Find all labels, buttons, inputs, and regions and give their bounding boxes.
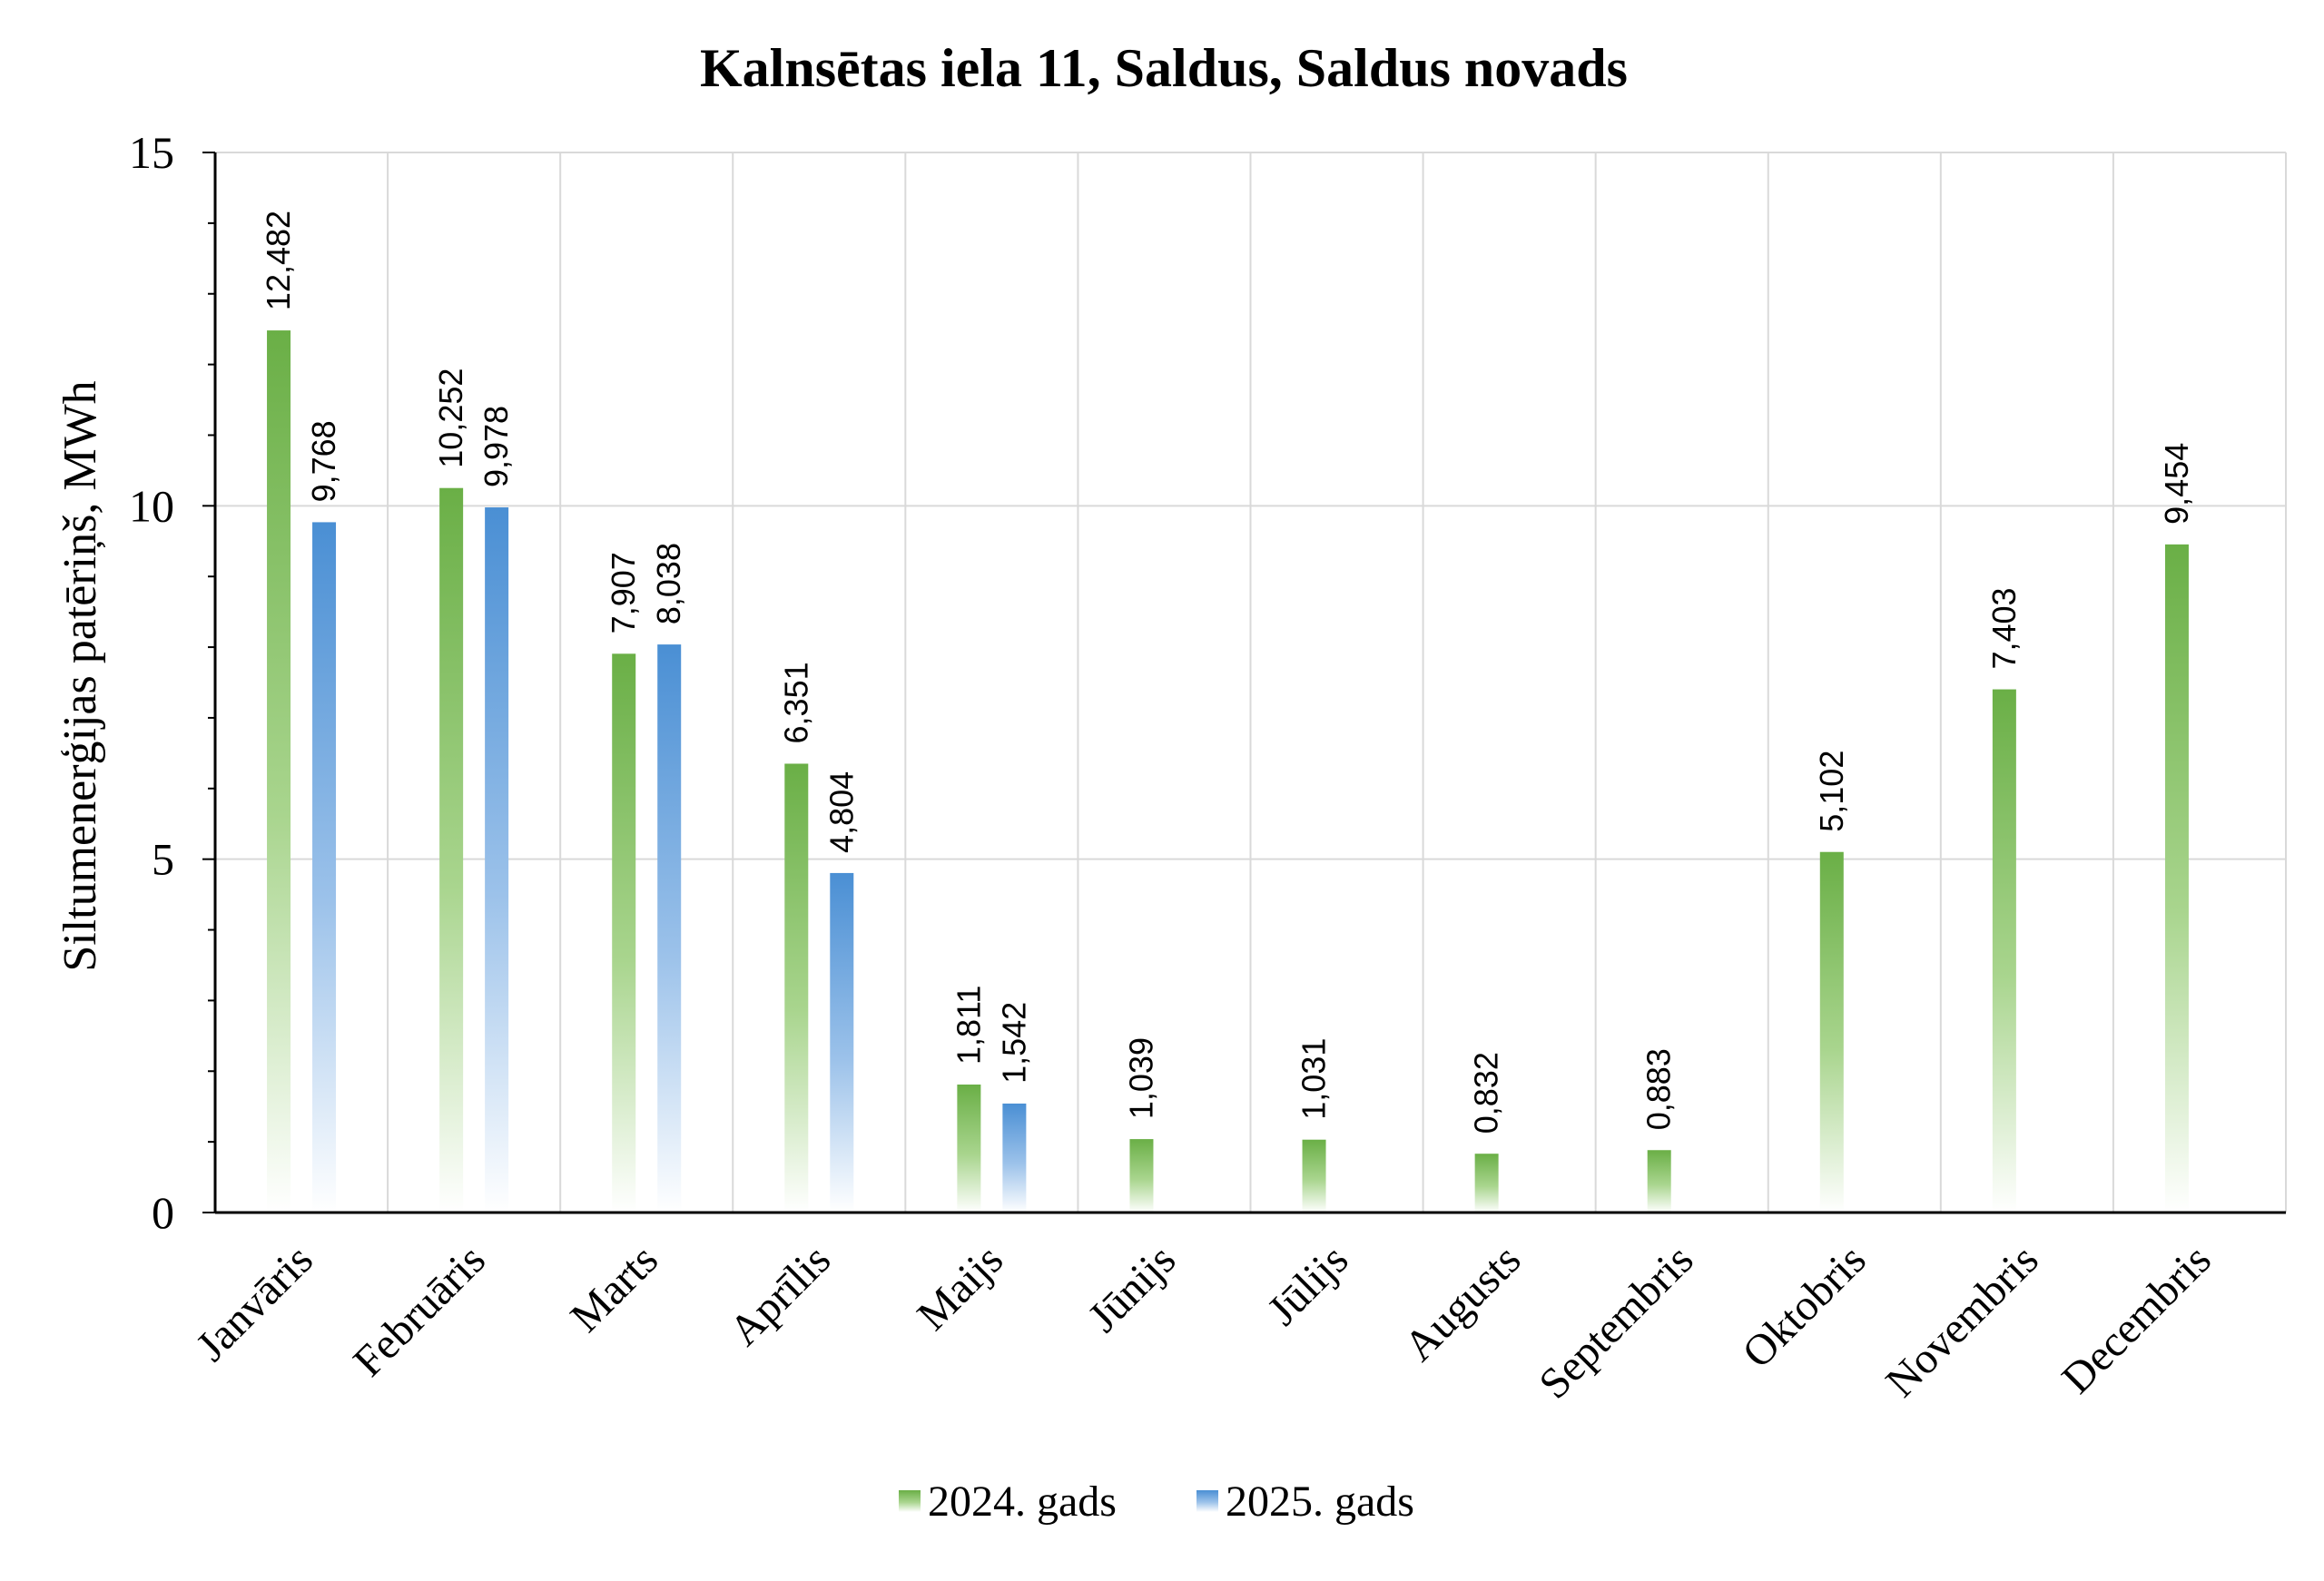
y-tick-label: 15 [129,127,174,178]
bar [612,653,636,1213]
bars [267,330,2189,1213]
data-label: 1,542 [995,1002,1032,1084]
bar [1819,851,1844,1213]
legend-label: 2025. gads [1226,1478,1414,1526]
data-label: 5,102 [1813,751,1850,832]
data-label: 9,978 [478,406,515,487]
bar [1302,1139,1326,1213]
category-label: Oktobris [1733,1235,1875,1377]
bar [1129,1139,1154,1213]
data-label: 4,804 [822,771,860,853]
data-label: 1,811 [950,986,987,1065]
category-label: Jūnijs [1079,1235,1186,1341]
category-label: Jūlijs [1258,1235,1357,1334]
data-label: 0,883 [1640,1048,1678,1130]
axes [202,152,2286,1214]
legend: 2024. gads 2025. gads [899,1478,1414,1526]
category-labels: Janvāris Februāris Marts Aprīlis Maijs Jūnijs… [187,1235,2221,1408]
data-label: 1,039 [1122,1037,1159,1119]
data-label: 9,454 [2158,443,2195,525]
data-label: 1,031 [1295,1038,1333,1120]
category-label: Augusts [1395,1235,1531,1370]
category-label: Maijs [908,1235,1012,1340]
bar [1474,1154,1499,1213]
y-tick-labels: 0 5 10 15 [129,127,174,1238]
data-label: 0,832 [1468,1052,1505,1134]
data-label: 12,482 [260,211,297,310]
bar [784,763,809,1213]
category-label: Marts [561,1235,667,1341]
category-label: Aprīlis [720,1235,840,1355]
data-label: 6,351 [777,662,814,743]
category-label: Septembris [1530,1235,1702,1408]
gridlines [215,152,2287,1213]
bar [267,330,291,1213]
y-axis-label: Siltumenerģijas patēriņš, MWh [54,380,106,971]
data-label: 8,038 [650,543,687,624]
data-label: 7,907 [605,552,642,633]
y-tick-label: 5 [152,834,174,885]
bar [485,507,509,1213]
category-label: Novembris [1876,1235,2047,1406]
legend-swatch [1196,1490,1218,1512]
bar [657,644,682,1213]
y-tick-label: 0 [152,1187,174,1238]
chart-title: Kalnsētas iela 11, Saldus, Saldus novads [700,38,1628,98]
bar [312,522,337,1213]
category-label: Februāris [344,1235,495,1386]
bar [2164,544,2189,1213]
bar [1992,689,2016,1213]
bar [1647,1150,1671,1213]
legend-swatch [899,1490,921,1512]
category-label: Decembris [2053,1235,2220,1402]
bar [439,487,464,1213]
category-label: Janvāris [187,1235,322,1370]
y-tick-label: 10 [129,480,174,531]
data-labels: 12,482 10,252 7,907 6,351 1,811 1,039 1,031 0,8… [260,211,2195,1134]
bar [957,1084,981,1213]
legend-label: 2024. gads [928,1478,1117,1526]
data-label: 10,252 [432,368,469,468]
data-label: 7,403 [1985,587,2023,669]
data-label: 9,768 [305,420,342,502]
bar [830,872,854,1213]
bar [1002,1103,1027,1213]
